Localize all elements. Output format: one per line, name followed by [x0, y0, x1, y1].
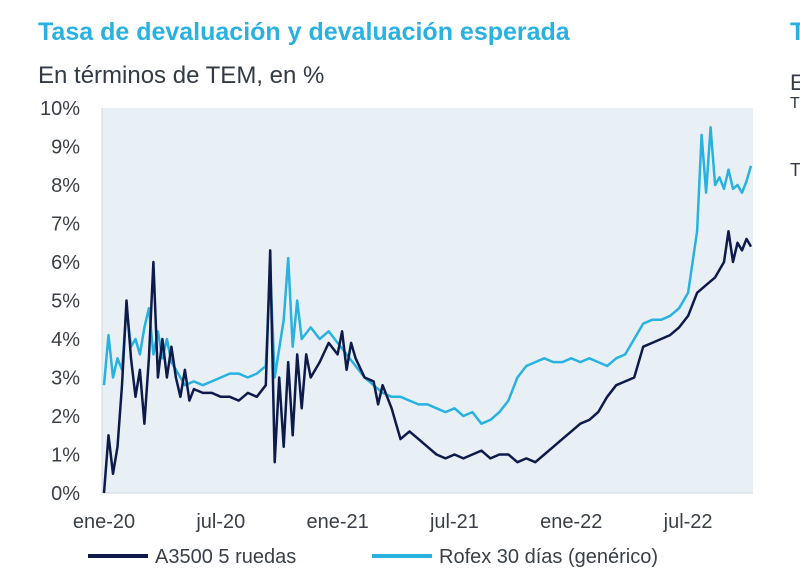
- series-line-rofex: [102, 126, 753, 425]
- cropped-text-fragment-2: T: [790, 95, 800, 112]
- y-tick-label: 2%: [51, 406, 80, 428]
- y-tick-label: 3%: [51, 368, 80, 390]
- series-line-a3500: [102, 229, 753, 494]
- x-tick-label: jul-22: [663, 511, 713, 533]
- series-lines: [102, 126, 753, 494]
- legend-label-a3500: A3500 5 ruedas: [155, 546, 296, 568]
- y-tick-label: 9%: [51, 137, 80, 159]
- chart-title: Tasa de devaluación y devaluación espera…: [38, 18, 570, 46]
- x-tick-label: jul-20: [195, 511, 245, 533]
- cropped-text-fragment-3: T: [790, 160, 800, 180]
- x-tick-labels: ene-20 jul-20 ene-21 jul-21 ene-22 jul-22: [73, 511, 713, 533]
- cropped-text-fragment-1: E: [790, 70, 800, 95]
- y-tick-label: 6%: [51, 252, 80, 274]
- cropped-title-fragment: T: [790, 18, 800, 46]
- chart-subtitle: En términos de TEM, en %: [38, 62, 325, 89]
- x-tick-label: ene-22: [540, 511, 602, 533]
- x-tick-label: jul-21: [429, 511, 479, 533]
- y-tick-label: 10%: [40, 98, 80, 120]
- y-tick-label: 4%: [51, 329, 80, 351]
- y-tick-label: 0%: [51, 483, 80, 505]
- x-tick-label: ene-20: [73, 511, 135, 533]
- y-tick-label: 1%: [51, 445, 80, 467]
- y-tick-labels: 0% 1% 2% 3% 4% 5% 6% 7% 8% 9% 10%: [40, 98, 80, 505]
- y-tick-label: 7%: [51, 214, 80, 236]
- legend-label-rofex: Rofex 30 días (genérico): [439, 546, 658, 568]
- y-tick-label: 5%: [51, 291, 80, 313]
- y-tick-label: 8%: [51, 175, 80, 197]
- legend: A3500 5 ruedas Rofex 30 días (genérico): [88, 546, 658, 568]
- x-tick-label: ene-21: [306, 511, 368, 533]
- plot-area: [102, 108, 753, 493]
